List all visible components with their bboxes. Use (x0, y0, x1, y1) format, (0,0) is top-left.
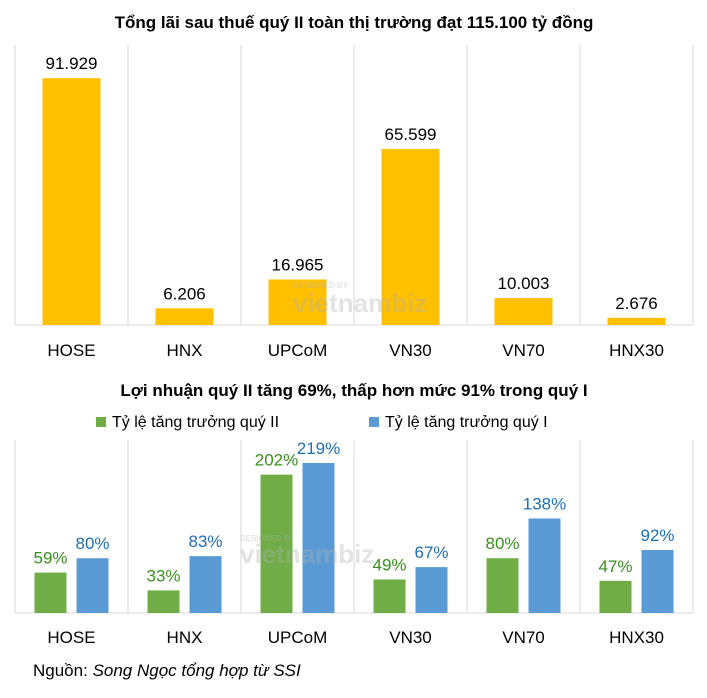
watermark-brand-1: vietnambiz (293, 288, 427, 318)
watermark-brand-2: vietnambiz (240, 539, 374, 569)
chart2-value-label-q1-hnx30: 92% (640, 526, 674, 545)
chart1-value-label-upcom: 16.965 (272, 255, 324, 274)
chart2-category-label-hnx: HNX (167, 628, 203, 647)
chart2-title: Lợi nhuận quý II tăng 69%, thấp hơn mức … (120, 381, 587, 400)
chart2-bar-q2-hnx (147, 590, 180, 613)
chart2-category-label-upcom: UPCoM (268, 628, 328, 647)
chart1-bar-hose (42, 78, 101, 326)
source-text: Song Ngọc tổng hợp từ SSI (92, 661, 301, 680)
source-label: Nguồn: (33, 661, 88, 680)
chart2-value-label-q2-hnx: 33% (146, 566, 180, 585)
chart1-bar-upcom (268, 279, 327, 325)
legend-label-q2: Tỷ lệ tăng trưởng quý II (112, 414, 279, 431)
legend-swatch-q1 (369, 417, 379, 427)
chart2-bar-q2-vn70 (486, 558, 519, 613)
watermark-small-2: DESIGNED BY (240, 534, 296, 543)
chart1-category-label-upcom: UPCoM (268, 341, 328, 360)
chart1-category-label-hose: HOSE (47, 341, 95, 360)
chart1-title: Tổng lãi sau thuế quý II toàn thị trường… (115, 13, 594, 32)
chart1-category-label-hnx30: HNX30 (609, 341, 664, 360)
chart2-category-label-vn30: VN30 (389, 628, 432, 647)
watermark-small-1: DESIGNED BY (293, 281, 349, 290)
chart2-value-label-q1-upcom: 219% (297, 439, 340, 458)
chart2-bar-q2-hose (34, 572, 67, 613)
chart2-bar-q2-vn30 (373, 579, 406, 613)
chart-profit-total: Tổng lãi sau thuế quý II toàn thị trường… (14, 13, 694, 360)
chart2-value-label-q2-vn30: 49% (372, 555, 406, 574)
chart1-bar-hnx (155, 308, 214, 325)
chart2-value-label-q2-vn70: 80% (485, 534, 519, 553)
chart1-value-label-hnx30: 2.676 (615, 294, 658, 313)
chart1-category-label-vn30: VN30 (389, 341, 432, 360)
watermark: DESIGNED BY vietnambiz DESIGNED BY vietn… (240, 281, 427, 569)
chart2-bar-q1-hose (76, 558, 109, 613)
chart2-category-label-hose: HOSE (47, 628, 95, 647)
chart2-bar-q1-vn70 (528, 518, 561, 613)
legend-swatch-q2 (96, 417, 106, 427)
chart2-bar-q1-hnx (189, 556, 222, 613)
chart2-value-label-q1-vn30: 67% (414, 543, 448, 562)
chart2-bar-q1-hnx30 (641, 549, 674, 613)
chart1-category-label-hnx: HNX (167, 341, 203, 360)
chart2-value-label-q1-hose: 80% (75, 534, 109, 553)
chart2-value-label-q2-hnx30: 47% (598, 557, 632, 576)
legend: Tỷ lệ tăng trưởng quý II Tỷ lệ tăng trưở… (96, 414, 548, 431)
chart1-category-label-vn70: VN70 (502, 341, 545, 360)
chart2-bar-q1-vn30 (415, 567, 448, 613)
chart1-value-label-vn30: 65.599 (385, 125, 437, 144)
chart1-value-label-hose: 91.929 (46, 54, 98, 73)
chart2-bar-q1-upcom (302, 463, 335, 613)
chart2-value-label-q1-vn70: 138% (523, 494, 566, 513)
chart1-value-label-vn70: 10.003 (498, 274, 550, 293)
source-note: Nguồn: Song Ngọc tổng hợp từ SSI (33, 661, 301, 681)
legend-label-q1: Tỷ lệ tăng trưởng quý I (385, 414, 548, 431)
chart1-bar-hnx30 (607, 317, 666, 325)
chart1-bar-vn70 (494, 298, 553, 325)
chart2-value-label-q1-hnx: 83% (188, 532, 222, 551)
chart1-bar-vn30 (381, 148, 440, 325)
chart2-bar-q2-hnx30 (599, 580, 632, 613)
chart2-category-label-vn70: VN70 (502, 628, 545, 647)
chart1-value-label-hnx: 6.206 (163, 284, 206, 303)
chart2-value-label-q2-upcom: 202% (255, 451, 298, 470)
chart2-category-label-hnx30: HNX30 (609, 628, 664, 647)
chart-growth-rate: Lợi nhuận quý II tăng 69%, thấp hơn mức … (14, 381, 694, 647)
chart2-bar-q2-upcom (260, 474, 293, 613)
chart2-value-label-q2-hose: 59% (33, 549, 67, 568)
